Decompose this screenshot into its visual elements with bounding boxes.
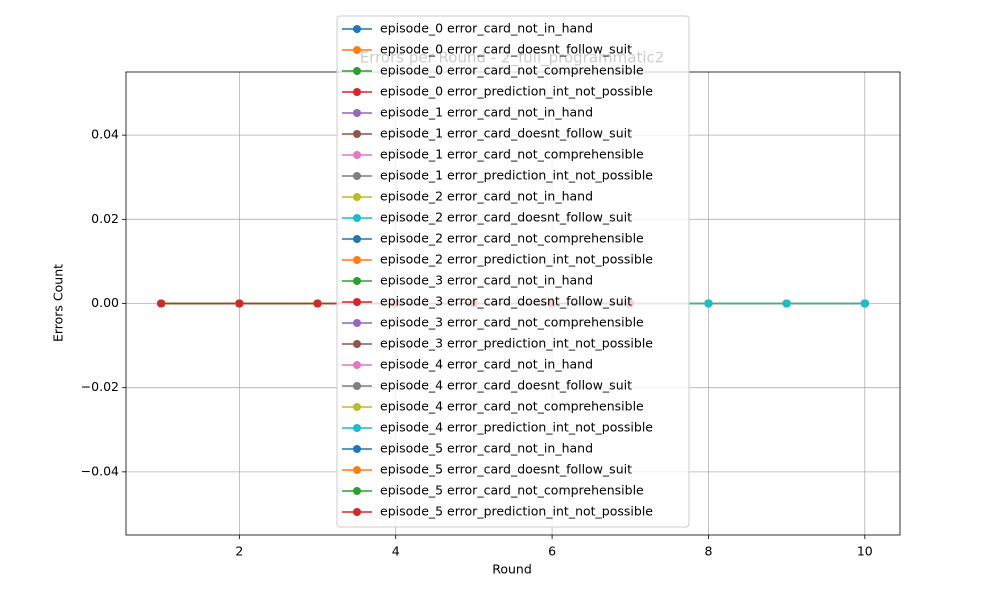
- x-tick-label: 10: [857, 544, 873, 559]
- legend-swatch: [353, 130, 361, 138]
- legend-swatch: [353, 340, 361, 348]
- legend-label: episode_4 error_card_not_in_hand: [380, 357, 593, 372]
- y-tick-label: 0.04: [91, 127, 119, 142]
- legend-swatch: [353, 445, 361, 453]
- legend-label: episode_0 error_card_not_comprehensible: [380, 63, 644, 78]
- legend-swatch: [353, 67, 361, 75]
- legend-label: episode_4 error_card_not_comprehensible: [380, 399, 644, 414]
- y-tick-label: −0.04: [81, 463, 119, 478]
- legend-label: episode_0 error_card_not_in_hand: [380, 21, 593, 36]
- legend-label: episode_2 error_card_not_in_hand: [380, 189, 593, 204]
- legend-swatch: [353, 508, 361, 516]
- data-point: [704, 299, 713, 308]
- legend-label: episode_5 error_card_not_comprehensible: [380, 483, 644, 498]
- y-tick-label: −0.02: [81, 379, 119, 394]
- legend-label: episode_3 error_card_not_in_hand: [380, 273, 593, 288]
- legend-swatch: [353, 46, 361, 54]
- legend-label: episode_5 error_card_not_in_hand: [380, 441, 593, 456]
- legend-swatch: [353, 256, 361, 264]
- legend-swatch: [353, 466, 361, 474]
- legend-label: episode_1 error_prediction_int_not_possi…: [380, 168, 653, 183]
- legend-swatch: [353, 403, 361, 411]
- x-tick-label: 6: [548, 544, 556, 559]
- legend-swatch: [353, 382, 361, 390]
- legend-label: episode_2 error_card_not_comprehensible: [380, 231, 644, 246]
- legend-label: episode_3 error_prediction_int_not_possi…: [380, 336, 653, 351]
- legend-label: episode_0 error_card_doesnt_follow_suit: [380, 42, 632, 57]
- legend-label: episode_1 error_card_doesnt_follow_suit: [380, 126, 632, 141]
- y-axis-label: Errors Count: [51, 264, 66, 342]
- y-tick-label: 0.00: [91, 295, 119, 310]
- data-point: [860, 299, 869, 308]
- data-point: [782, 299, 791, 308]
- x-tick-label: 4: [392, 544, 400, 559]
- legend-label: episode_2 error_card_doesnt_follow_suit: [380, 210, 632, 225]
- legend-label: episode_3 error_card_not_comprehensible: [380, 315, 644, 330]
- legend-swatch: [353, 319, 361, 327]
- x-tick-label: 2: [235, 544, 243, 559]
- legend-label: episode_0 error_prediction_int_not_possi…: [380, 84, 653, 99]
- x-tick-label: 8: [704, 544, 712, 559]
- legend-swatch: [353, 109, 361, 117]
- legend: episode_0 error_card_not_in_hand episode_…: [336, 15, 690, 528]
- legend-swatch: [353, 88, 361, 96]
- legend-swatch: [353, 424, 361, 432]
- legend-swatch: [353, 277, 361, 285]
- legend-swatch: [353, 151, 361, 159]
- legend-label: episode_1 error_card_not_comprehensible: [380, 147, 644, 162]
- legend-label: episode_3 error_card_doesnt_follow_suit: [380, 294, 632, 309]
- data-point: [313, 299, 322, 308]
- legend-label: episode_5 error_prediction_int_not_possi…: [380, 504, 653, 519]
- legend-label: episode_4 error_card_doesnt_follow_suit: [380, 378, 632, 393]
- legend-label: episode_1 error_card_not_in_hand: [380, 105, 593, 120]
- legend-swatch: [353, 235, 361, 243]
- data-point: [235, 299, 244, 308]
- y-tick-label: 0.02: [91, 211, 119, 226]
- legend-swatch: [353, 487, 361, 495]
- legend-swatch: [353, 298, 361, 306]
- legend-swatch: [353, 214, 361, 222]
- legend-swatch: [353, 172, 361, 180]
- legend-label: episode_2 error_prediction_int_not_possi…: [380, 252, 653, 267]
- data-point: [157, 299, 166, 308]
- legend-swatch: [353, 361, 361, 369]
- legend-label: episode_5 error_card_doesnt_follow_suit: [380, 462, 632, 477]
- legend-swatch: [353, 25, 361, 33]
- legend-swatch: [353, 193, 361, 201]
- x-axis-label: Round: [492, 562, 532, 577]
- legend-label: episode_4 error_prediction_int_not_possi…: [380, 420, 653, 435]
- legend-frame: [336, 15, 690, 528]
